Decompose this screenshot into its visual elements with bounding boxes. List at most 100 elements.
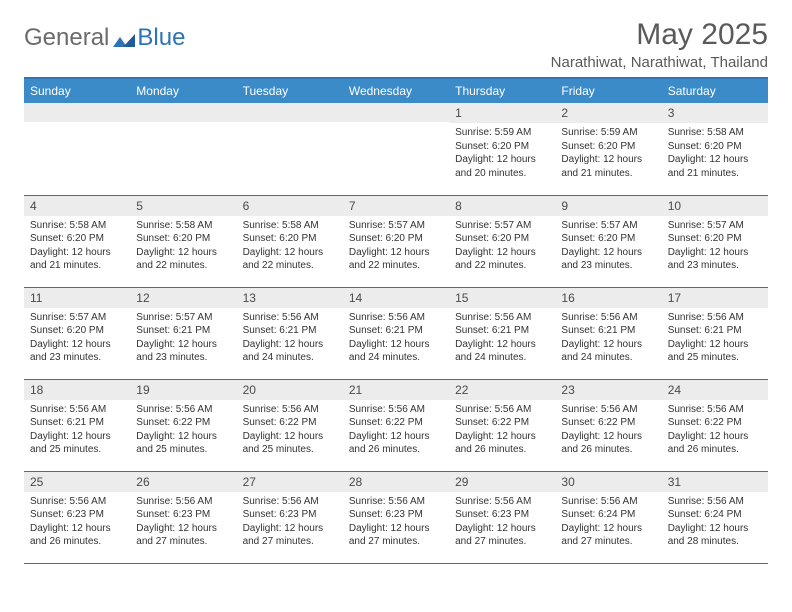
calendar-day-cell: 14Sunrise: 5:56 AMSunset: 6:21 PMDayligh… <box>343 287 449 379</box>
day-detail: Sunrise: 5:57 AMSunset: 6:20 PMDaylight:… <box>662 216 768 277</box>
calendar-week-row: 4Sunrise: 5:58 AMSunset: 6:20 PMDaylight… <box>24 195 768 287</box>
logo-mark-icon <box>113 26 135 42</box>
calendar-day-cell: 3Sunrise: 5:58 AMSunset: 6:20 PMDaylight… <box>662 103 768 195</box>
day-number: 28 <box>343 472 449 492</box>
day-number: 25 <box>24 472 130 492</box>
day-number: 30 <box>555 472 661 492</box>
calendar-day-cell <box>343 103 449 195</box>
calendar-day-cell: 25Sunrise: 5:56 AMSunset: 6:23 PMDayligh… <box>24 471 130 563</box>
calendar-day-cell: 27Sunrise: 5:56 AMSunset: 6:23 PMDayligh… <box>237 471 343 563</box>
calendar-week-row: 11Sunrise: 5:57 AMSunset: 6:20 PMDayligh… <box>24 287 768 379</box>
day-number: 13 <box>237 288 343 308</box>
day-detail <box>237 122 343 129</box>
day-number: 21 <box>343 380 449 400</box>
calendar-day-cell: 10Sunrise: 5:57 AMSunset: 6:20 PMDayligh… <box>662 195 768 287</box>
day-detail: Sunrise: 5:56 AMSunset: 6:21 PMDaylight:… <box>555 308 661 369</box>
calendar-week-row: 25Sunrise: 5:56 AMSunset: 6:23 PMDayligh… <box>24 471 768 563</box>
day-number <box>130 103 236 122</box>
day-number: 6 <box>237 196 343 216</box>
day-number: 8 <box>449 196 555 216</box>
day-detail: Sunrise: 5:58 AMSunset: 6:20 PMDaylight:… <box>24 216 130 277</box>
weekday-header: Sunday <box>24 78 130 103</box>
day-detail <box>24 122 130 129</box>
weekday-header: Saturday <box>662 78 768 103</box>
day-detail: Sunrise: 5:56 AMSunset: 6:23 PMDaylight:… <box>237 492 343 553</box>
day-number: 18 <box>24 380 130 400</box>
calendar-day-cell: 22Sunrise: 5:56 AMSunset: 6:22 PMDayligh… <box>449 379 555 471</box>
calendar-day-cell: 28Sunrise: 5:56 AMSunset: 6:23 PMDayligh… <box>343 471 449 563</box>
month-title: May 2025 <box>551 18 768 52</box>
day-number: 5 <box>130 196 236 216</box>
day-number: 3 <box>662 103 768 123</box>
calendar-day-cell: 19Sunrise: 5:56 AMSunset: 6:22 PMDayligh… <box>130 379 236 471</box>
weekday-header: Wednesday <box>343 78 449 103</box>
location-text: Narathiwat, Narathiwat, Thailand <box>551 54 768 71</box>
day-detail: Sunrise: 5:56 AMSunset: 6:23 PMDaylight:… <box>24 492 130 553</box>
day-number: 26 <box>130 472 236 492</box>
day-detail <box>130 122 236 129</box>
calendar-day-cell: 4Sunrise: 5:58 AMSunset: 6:20 PMDaylight… <box>24 195 130 287</box>
weekday-header: Friday <box>555 78 661 103</box>
weekday-header: Tuesday <box>237 78 343 103</box>
day-number: 19 <box>130 380 236 400</box>
calendar-day-cell: 17Sunrise: 5:56 AMSunset: 6:21 PMDayligh… <box>662 287 768 379</box>
day-detail: Sunrise: 5:56 AMSunset: 6:22 PMDaylight:… <box>343 400 449 461</box>
day-number: 2 <box>555 103 661 123</box>
day-detail: Sunrise: 5:59 AMSunset: 6:20 PMDaylight:… <box>555 123 661 184</box>
day-detail: Sunrise: 5:56 AMSunset: 6:23 PMDaylight:… <box>449 492 555 553</box>
day-detail: Sunrise: 5:56 AMSunset: 6:24 PMDaylight:… <box>555 492 661 553</box>
calendar-day-cell: 6Sunrise: 5:58 AMSunset: 6:20 PMDaylight… <box>237 195 343 287</box>
day-number: 4 <box>24 196 130 216</box>
calendar-day-cell: 16Sunrise: 5:56 AMSunset: 6:21 PMDayligh… <box>555 287 661 379</box>
day-detail: Sunrise: 5:59 AMSunset: 6:20 PMDaylight:… <box>449 123 555 184</box>
day-detail: Sunrise: 5:56 AMSunset: 6:21 PMDaylight:… <box>24 400 130 461</box>
day-detail: Sunrise: 5:56 AMSunset: 6:23 PMDaylight:… <box>130 492 236 553</box>
calendar-day-cell: 24Sunrise: 5:56 AMSunset: 6:22 PMDayligh… <box>662 379 768 471</box>
day-detail: Sunrise: 5:56 AMSunset: 6:22 PMDaylight:… <box>237 400 343 461</box>
day-detail: Sunrise: 5:56 AMSunset: 6:21 PMDaylight:… <box>449 308 555 369</box>
calendar-day-cell: 21Sunrise: 5:56 AMSunset: 6:22 PMDayligh… <box>343 379 449 471</box>
day-number: 7 <box>343 196 449 216</box>
day-number: 9 <box>555 196 661 216</box>
day-detail: Sunrise: 5:56 AMSunset: 6:22 PMDaylight:… <box>555 400 661 461</box>
day-number: 27 <box>237 472 343 492</box>
day-number: 24 <box>662 380 768 400</box>
day-number: 15 <box>449 288 555 308</box>
day-number: 1 <box>449 103 555 123</box>
calendar-day-cell: 29Sunrise: 5:56 AMSunset: 6:23 PMDayligh… <box>449 471 555 563</box>
calendar-day-cell <box>237 103 343 195</box>
day-number <box>24 103 130 122</box>
day-number: 29 <box>449 472 555 492</box>
day-detail: Sunrise: 5:56 AMSunset: 6:22 PMDaylight:… <box>662 400 768 461</box>
weekday-header: Monday <box>130 78 236 103</box>
day-detail: Sunrise: 5:57 AMSunset: 6:20 PMDaylight:… <box>555 216 661 277</box>
day-detail: Sunrise: 5:57 AMSunset: 6:20 PMDaylight:… <box>24 308 130 369</box>
day-detail: Sunrise: 5:56 AMSunset: 6:21 PMDaylight:… <box>237 308 343 369</box>
day-number: 17 <box>662 288 768 308</box>
calendar-day-cell: 18Sunrise: 5:56 AMSunset: 6:21 PMDayligh… <box>24 379 130 471</box>
calendar-table: SundayMondayTuesdayWednesdayThursdayFrid… <box>24 77 768 564</box>
calendar-day-cell: 9Sunrise: 5:57 AMSunset: 6:20 PMDaylight… <box>555 195 661 287</box>
calendar-day-cell: 15Sunrise: 5:56 AMSunset: 6:21 PMDayligh… <box>449 287 555 379</box>
weekday-header: Thursday <box>449 78 555 103</box>
calendar-day-cell: 23Sunrise: 5:56 AMSunset: 6:22 PMDayligh… <box>555 379 661 471</box>
day-number: 22 <box>449 380 555 400</box>
calendar-week-row: 18Sunrise: 5:56 AMSunset: 6:21 PMDayligh… <box>24 379 768 471</box>
day-detail: Sunrise: 5:56 AMSunset: 6:23 PMDaylight:… <box>343 492 449 553</box>
day-detail: Sunrise: 5:56 AMSunset: 6:21 PMDaylight:… <box>343 308 449 369</box>
calendar-day-cell: 7Sunrise: 5:57 AMSunset: 6:20 PMDaylight… <box>343 195 449 287</box>
day-detail <box>343 122 449 129</box>
day-number: 12 <box>130 288 236 308</box>
day-detail: Sunrise: 5:58 AMSunset: 6:20 PMDaylight:… <box>237 216 343 277</box>
brand-part2: Blue <box>137 24 185 52</box>
day-detail: Sunrise: 5:57 AMSunset: 6:20 PMDaylight:… <box>343 216 449 277</box>
day-detail: Sunrise: 5:56 AMSunset: 6:21 PMDaylight:… <box>662 308 768 369</box>
calendar-day-cell: 20Sunrise: 5:56 AMSunset: 6:22 PMDayligh… <box>237 379 343 471</box>
day-detail: Sunrise: 5:57 AMSunset: 6:20 PMDaylight:… <box>449 216 555 277</box>
header-row: General Blue May 2025 Narathiwat, Narath… <box>24 18 768 71</box>
calendar-day-cell <box>130 103 236 195</box>
day-number: 16 <box>555 288 661 308</box>
brand-part1: General <box>24 24 109 52</box>
day-detail: Sunrise: 5:58 AMSunset: 6:20 PMDaylight:… <box>130 216 236 277</box>
day-detail: Sunrise: 5:57 AMSunset: 6:21 PMDaylight:… <box>130 308 236 369</box>
